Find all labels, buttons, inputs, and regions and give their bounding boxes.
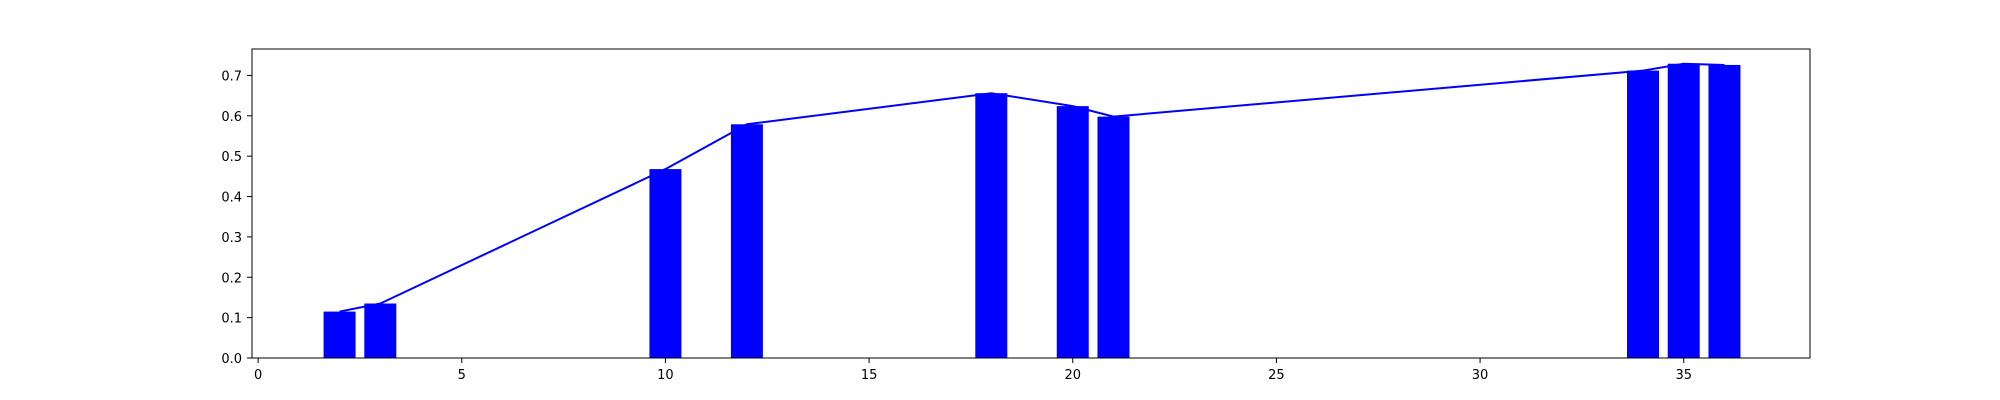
- bar-20: [1056, 106, 1089, 359]
- y-tick-label-0.0: 0.0: [221, 352, 242, 367]
- x-tick-label-35: 35: [1675, 368, 1692, 383]
- y-tick-label-0.7: 0.7: [221, 69, 242, 84]
- bar-10: [649, 169, 682, 358]
- bar-35: [1667, 63, 1700, 358]
- line-group: [339, 62, 1725, 313]
- x-axis: 0 5 10 15 20 25 30 35: [254, 358, 1692, 383]
- bar-12: [730, 124, 763, 358]
- bar-36: [1708, 64, 1741, 358]
- x-tick-label-15: 15: [861, 368, 878, 383]
- y-tick-label-0.4: 0.4: [221, 191, 242, 206]
- x-tick-label-30: 30: [1472, 368, 1489, 383]
- plot-frame: [251, 48, 1811, 359]
- y-tick-label-0.3: 0.3: [221, 231, 242, 246]
- bars-group: [323, 63, 1741, 359]
- bar-2: [323, 311, 356, 358]
- x-tick-label-10: 10: [657, 368, 674, 383]
- bar-3: [364, 303, 397, 358]
- y-tick-label-0.2: 0.2: [221, 271, 242, 286]
- bar-34: [1627, 70, 1659, 358]
- x-tick-label-20: 20: [1064, 368, 1081, 383]
- x-tick-label-25: 25: [1268, 368, 1285, 383]
- bar-21: [1097, 116, 1130, 358]
- bar-18: [975, 93, 1008, 358]
- x-tick-label-0: 0: [254, 368, 262, 383]
- x-tick-label-5: 5: [458, 368, 466, 383]
- y-tick-label-0.6: 0.6: [221, 110, 242, 125]
- y-tick-label-0.5: 0.5: [221, 150, 242, 165]
- y-tick-label-0.1: 0.1: [221, 312, 242, 327]
- trend-line: [339, 62, 1725, 313]
- y-axis: 0.0 0.1 0.2 0.3 0.4 0.5 0.6 0.7: [221, 69, 252, 367]
